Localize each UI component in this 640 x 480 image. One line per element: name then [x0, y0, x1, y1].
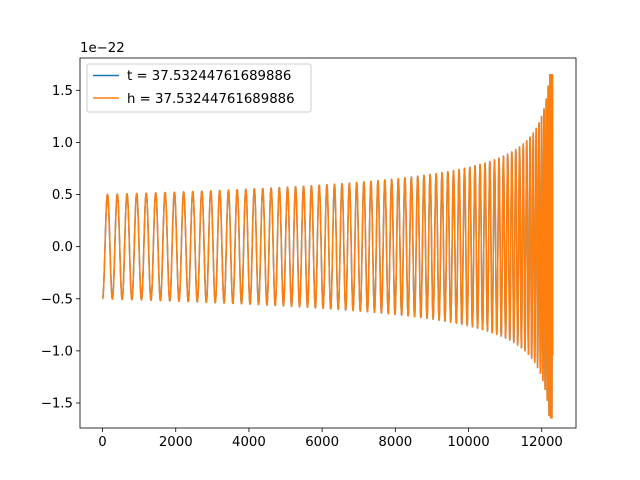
- y-tick-label: 0.5: [52, 188, 73, 203]
- x-axis: 0 2000 4000 6000 8000 10000 12000: [98, 428, 563, 450]
- x-tick-label: 6000: [305, 435, 339, 450]
- series-line-2: [101, 73, 554, 419]
- x-tick-label: 10000: [447, 435, 489, 450]
- axes-frame: [79, 57, 577, 429]
- x-tick-label: 4000: [232, 435, 266, 450]
- y-tick-label: −1.5: [41, 396, 73, 411]
- y-tick-label: 1.5: [52, 84, 73, 99]
- legend-label-2: h = 37.53244761689886: [127, 92, 295, 107]
- legend: t = 37.53244761689886 h = 37.53244761689…: [86, 63, 312, 113]
- y-tick-label: 0.0: [52, 240, 73, 255]
- y-offset-label: 1e−22: [80, 41, 125, 56]
- legend-box: [86, 63, 312, 113]
- legend-label-1: t = 37.53244761689886: [127, 69, 291, 84]
- x-tick-label: 8000: [378, 435, 412, 450]
- y-axis: −1.5 −1.0 −0.5 0.0 0.5 1.0 1.5: [41, 84, 80, 411]
- x-tick-label: 0: [98, 435, 106, 450]
- series-layer: [101, 73, 554, 419]
- y-tick-label: 1.0: [52, 136, 73, 151]
- y-tick-label: −0.5: [41, 292, 73, 307]
- y-tick-label: −1.0: [41, 344, 73, 359]
- x-tick-label: 12000: [521, 435, 563, 450]
- x-tick-label: 2000: [159, 435, 193, 450]
